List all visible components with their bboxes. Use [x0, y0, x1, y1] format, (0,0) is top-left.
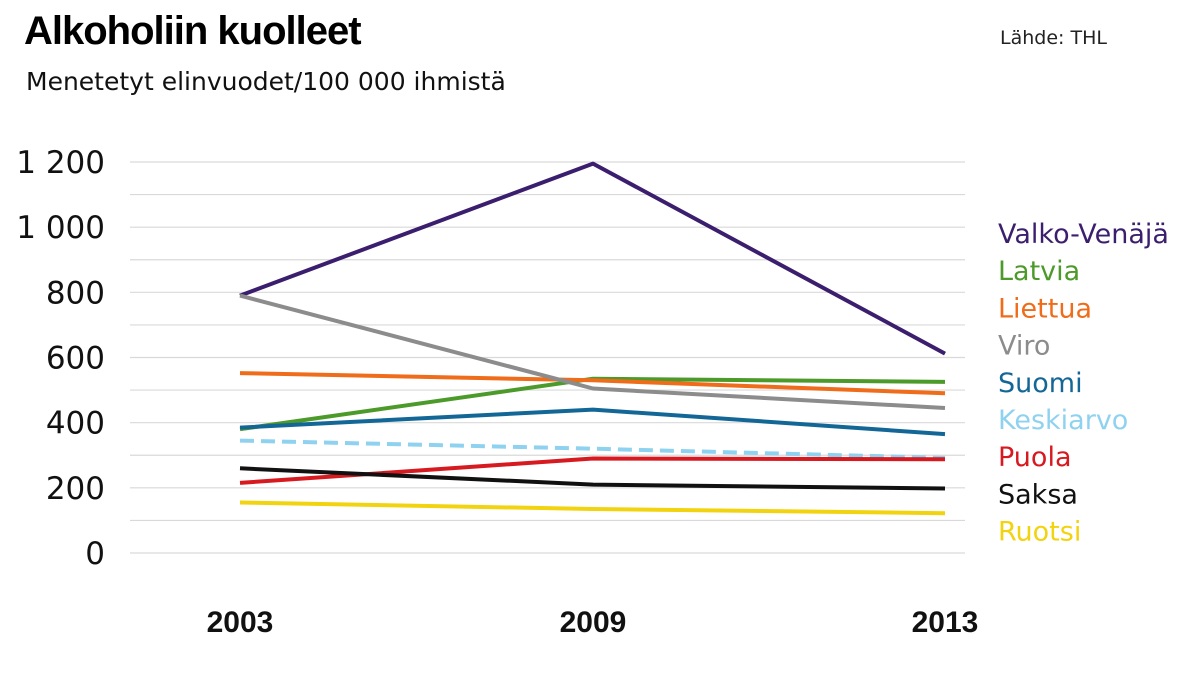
chart-title: Alkoholiin kuolleet	[24, 9, 361, 53]
y-tick-label: 400	[46, 406, 105, 442]
y-tick-label: 800	[46, 275, 105, 311]
y-tick-label: 1 000	[16, 210, 105, 246]
series-line	[239, 466, 946, 491]
series-line	[239, 161, 946, 356]
y-tick-label: 600	[46, 341, 105, 377]
legend-item: Puola	[998, 442, 1072, 473]
series-line	[239, 371, 946, 396]
legend-item: Valko-Venäjä	[998, 219, 1169, 250]
series-line	[239, 293, 946, 410]
legend-item: Liettua	[998, 293, 1092, 324]
legend-item: Latvia	[998, 256, 1080, 287]
grid-lines	[130, 161, 965, 554]
legend-item: Saksa	[998, 479, 1078, 510]
series-line	[239, 407, 946, 437]
legend-item: Keskiarvo	[998, 405, 1128, 436]
legend: Valko-Venäjä Latvia Liettua Viro Suomi Keskia…	[998, 219, 1169, 548]
legend-item: Suomi	[998, 368, 1083, 399]
series-line	[239, 456, 946, 485]
series-line	[239, 438, 946, 460]
y-tick-label: 1 200	[16, 145, 105, 181]
chart-subtitle: Menetetyt elinvuodet/100 000 ihmistä	[26, 67, 506, 96]
x-tick-label: 2013	[912, 606, 979, 639]
series-line	[239, 500, 946, 516]
source-label: Lähde: THL	[1000, 27, 1107, 49]
legend-item: Ruotsi	[998, 517, 1081, 548]
y-tick-label: 200	[46, 471, 105, 507]
y-axis-tick-labels: 0 200 400 600 800 1 000 1 200	[16, 145, 105, 572]
y-tick-label: 0	[85, 536, 105, 572]
x-tick-label: 2003	[207, 606, 274, 639]
x-axis-tick-labels: 2003 2009 2013	[207, 606, 979, 639]
legend-item: Viro	[998, 331, 1050, 362]
series-lines	[239, 161, 946, 516]
x-tick-label: 2009	[560, 606, 627, 639]
